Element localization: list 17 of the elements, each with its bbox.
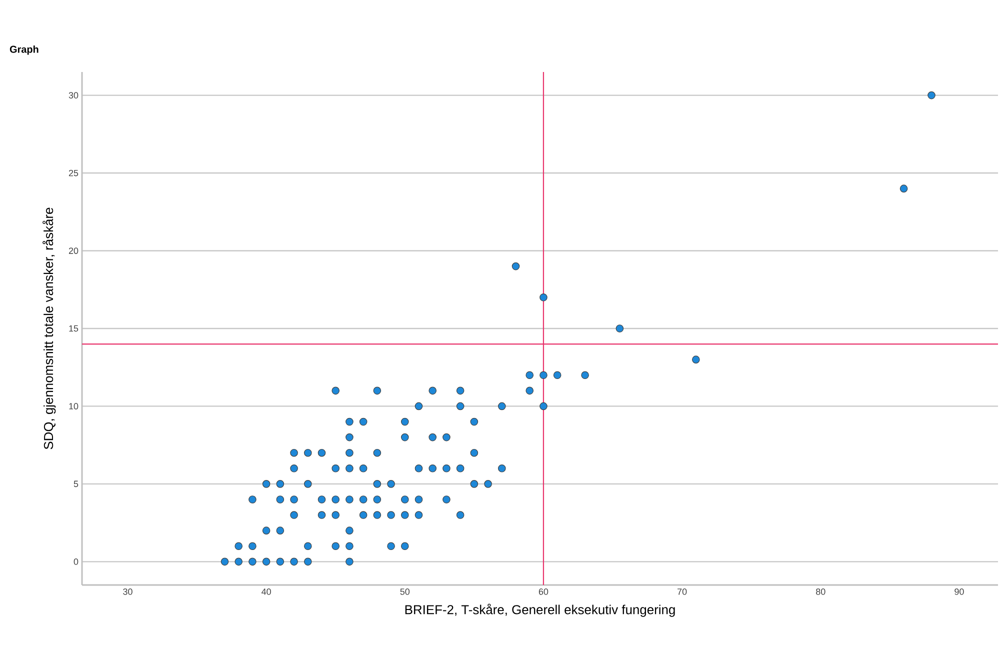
y-tick-label: 30: [68, 92, 78, 98]
x-tick-label: 40: [262, 588, 271, 595]
y-tick-label: 15: [69, 325, 78, 332]
x-tick-label: 30: [123, 588, 132, 595]
x-tick-label: 80: [816, 588, 826, 595]
x-tick-label: 50: [400, 588, 410, 595]
y-tick-label: 0: [74, 558, 78, 565]
y-tick-label: 5: [74, 480, 78, 488]
y-tick-label: 10: [69, 403, 78, 410]
x-tick-label: 90: [954, 588, 964, 595]
y-tick-label: 25: [68, 170, 78, 176]
x-tick-label: 60: [538, 588, 548, 595]
y-axis-title: SDQ, gjennomsnitt totale vansker, råskåre: [42, 208, 56, 450]
y-tick-label: 20: [68, 248, 78, 254]
x-axis-title: BRIEF-2, T-skåre, Generell eksekutiv fungering: [405, 604, 675, 617]
x-tick-label: 70: [678, 588, 687, 595]
chart-title: Graph: [10, 46, 38, 55]
